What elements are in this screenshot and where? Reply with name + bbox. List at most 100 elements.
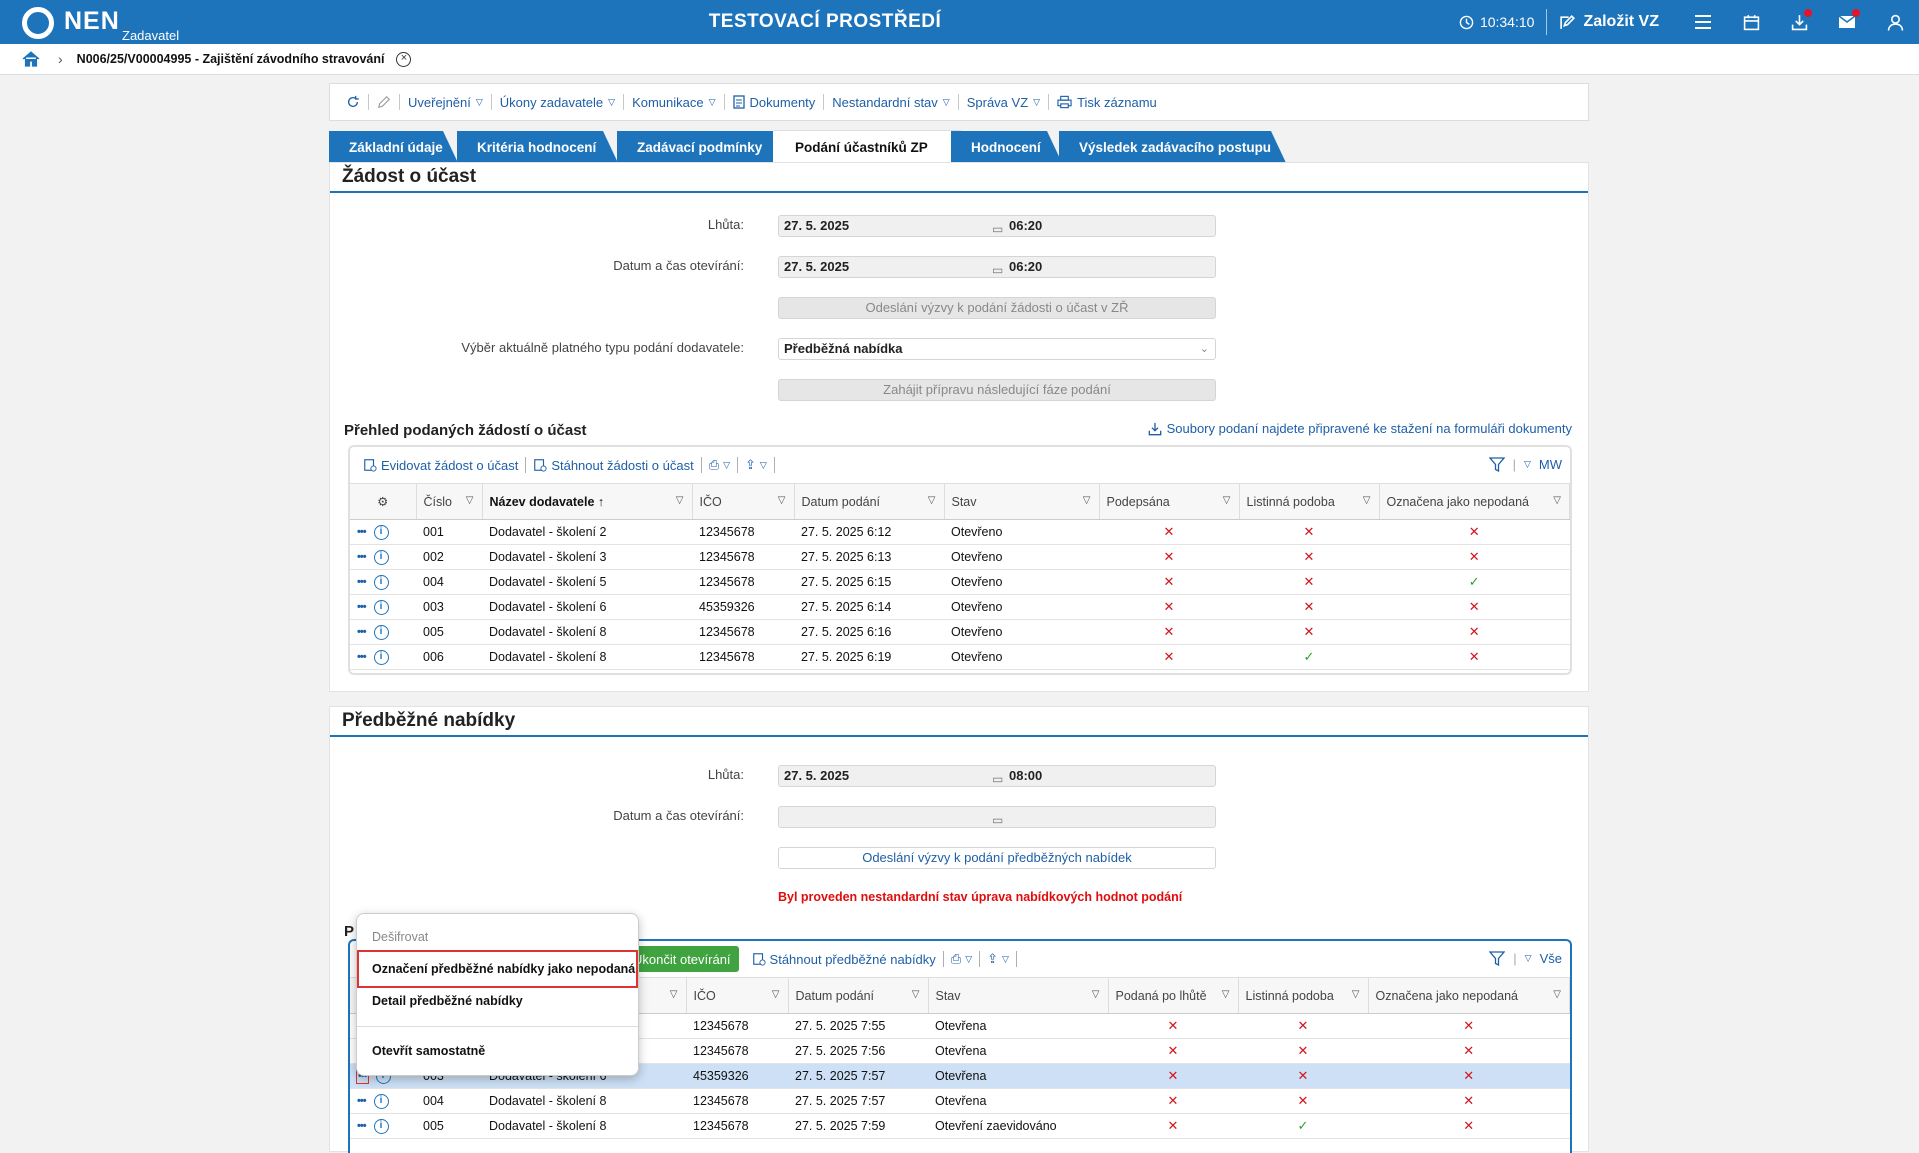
calendar-icon[interactable]: ▭ [992, 772, 1004, 786]
evidovat-button[interactable]: Evidovat žádost o účast [356, 457, 527, 473]
tab-hodnoceni[interactable]: Hodnocení [951, 131, 1063, 165]
user-button[interactable] [1871, 0, 1919, 44]
column-header[interactable]: Stav ▽ [928, 977, 1109, 1014]
filter-caret-icon[interactable]: ▽ [465, 495, 474, 506]
lhuta-field[interactable]: 27. 5. 2025 ▭ 06:20 [778, 215, 1216, 237]
calendar-icon[interactable]: ▭ [992, 813, 1004, 827]
filter-caret-icon[interactable]: ▽ [1091, 989, 1100, 1000]
print-dropdown[interactable]: ⎙ ▽ [944, 951, 981, 967]
more-actions-icon[interactable]: ••• [357, 551, 367, 564]
otevirani-field[interactable]: 27. 5. 2025 ▭ 06:20 [778, 256, 1216, 278]
column-header[interactable]: Označena jako nepodaná ▽ [1368, 977, 1570, 1014]
more-actions-icon[interactable]: ••• [357, 601, 367, 614]
more-actions-icon[interactable]: ••• [357, 1120, 367, 1133]
column-header[interactable]: Podepsána ▽ [1099, 483, 1240, 520]
column-header[interactable]: Označena jako nepodaná ▽ [1379, 483, 1570, 520]
menu-nestandardni-stav[interactable]: Nestandardní stav ▽ [824, 94, 959, 110]
menu-dokumenty[interactable]: Dokumenty [725, 94, 825, 110]
soubory-link[interactable]: Soubory podaní najdete připravené ke sta… [1148, 421, 1572, 436]
info-icon[interactable]: i [373, 549, 389, 565]
table-row[interactable]: ••• i 004 Dodavatel - školení 5 12345678 27. … [350, 569, 1570, 595]
menu-komunikace[interactable]: Komunikace ▽ [624, 94, 725, 110]
column-header[interactable]: Datum podání ▽ [788, 977, 929, 1014]
export-dropdown[interactable]: ⇪ ▽ [738, 457, 775, 473]
filter-caret-icon[interactable]: ▽ [1222, 495, 1231, 506]
export-dropdown[interactable]: ⇪ ▽ [980, 951, 1017, 967]
create-vz-button[interactable]: Založit VZ [1547, 13, 1679, 31]
tab-kriteria-hodnoceni[interactable]: Kritéria hodnocení [457, 131, 619, 165]
filter-caret-icon[interactable]: ▽ [911, 989, 920, 1000]
table-row[interactable]: ••• i 005 Dodavatel - školení 8 12345678 27. … [350, 1113, 1570, 1139]
info-icon[interactable]: i [373, 1118, 389, 1134]
more-actions-icon[interactable]: ••• [357, 576, 367, 589]
menu-sprava-vz[interactable]: Správa VZ ▽ [959, 94, 1050, 110]
column-header[interactable]: Datum podání ▽ [794, 483, 945, 520]
odeslani-vyzvy-button[interactable]: Odeslání výzvy k podání žádosti o účast … [778, 297, 1216, 319]
stahnout-button[interactable]: Stáhnout žádosti o účast [526, 457, 702, 473]
otevirani-field[interactable]: ▭ [778, 806, 1216, 828]
print-dropdown[interactable]: ⎙ ▽ [702, 457, 739, 473]
typ-podani-select[interactable]: Předběžná nabídka ⌄ [778, 338, 1216, 360]
table-row[interactable]: ••• i 001 Dodavatel - školení 2 12345678 27. … [350, 519, 1570, 545]
tab-zadavaci-podminky[interactable]: Zadávací podmínky [617, 131, 803, 165]
menu-uverejneni[interactable]: Uveřejnění ▽ [400, 94, 492, 110]
info-icon[interactable]: i [373, 624, 389, 640]
more-actions-icon[interactable]: ••• [357, 626, 367, 639]
more-actions-icon[interactable]: ••• [357, 526, 367, 539]
filter-caret-icon[interactable]: ▽ [1362, 495, 1371, 506]
breadcrumb-title[interactable]: N006/25/V00004995 - Zajištění závodního … [76, 52, 385, 66]
column-header[interactable]: Listinná podoba ▽ [1239, 483, 1380, 520]
filter-caret-icon[interactable]: ▽ [1082, 495, 1091, 506]
menu-button[interactable] [1679, 0, 1727, 44]
tab-vysledek[interactable]: Výsledek zadávacího postupu [1059, 131, 1287, 165]
filter-caret-icon[interactable]: ▽ [669, 989, 678, 1000]
table-row[interactable]: ••• i 005 Dodavatel - školení 8 12345678 27. … [350, 619, 1570, 645]
filter-icon[interactable] [1489, 951, 1506, 966]
info-icon[interactable]: i [373, 599, 389, 615]
filter-caret-icon[interactable]: ▽ [771, 989, 780, 1000]
filter-caret-icon[interactable]: ▽ [1221, 989, 1230, 1000]
stahnout-predbezne-button[interactable]: Stáhnout předběžné nabídky [745, 951, 944, 967]
ukoncit-otevirani-button[interactable]: Ukončit otevírání [625, 946, 739, 972]
filter-icon[interactable] [1488, 457, 1505, 472]
messages-button[interactable] [1823, 0, 1871, 44]
column-header[interactable]: Podaná po lhůtě ▽ [1108, 977, 1239, 1014]
menu-item-oznaceni-nepodana[interactable]: Označení předběžné nabídky jako nepodaná [357, 950, 638, 988]
table-row[interactable]: ••• i 006 Dodavatel - školení 8 12345678 27. … [350, 644, 1570, 670]
download-button[interactable] [1775, 0, 1823, 44]
view-vse[interactable]: Vše [1539, 951, 1562, 966]
filter-caret-icon[interactable]: ▽ [1553, 495, 1561, 506]
info-icon[interactable]: i [373, 649, 389, 665]
info-icon[interactable]: i [373, 524, 389, 540]
home-button[interactable] [22, 51, 40, 67]
info-icon[interactable]: i [373, 574, 389, 590]
menu-ukony-zadavatele[interactable]: Úkony zadavatele ▽ [492, 94, 625, 110]
close-icon[interactable]: × [396, 51, 412, 67]
column-header[interactable]: IČO ▽ [692, 483, 795, 520]
table-row[interactable]: ••• i 004 Dodavatel - školení 8 12345678 27. … [350, 1088, 1570, 1114]
menu-tisk-zaznamu[interactable]: Tisk záznamu [1049, 94, 1165, 110]
info-icon[interactable]: i [373, 1093, 389, 1109]
lhuta-field[interactable]: 27. 5. 2025 ▭ 08:00 [778, 765, 1216, 787]
filter-caret-icon[interactable]: ▽ [777, 495, 786, 506]
zahajit-pripravu-button[interactable]: Zahájit přípravu následující fáze podání [778, 379, 1216, 401]
menu-item-desifrovat[interactable]: Dešifrovat [372, 930, 429, 944]
menu-item-otevrit-samostatne[interactable]: Otevřít samostatně [372, 1044, 486, 1058]
refresh-button[interactable] [338, 94, 369, 110]
column-header[interactable]: Listinná podoba ▽ [1238, 977, 1369, 1014]
menu-item-detail[interactable]: Detail předběžné nabídky [372, 994, 523, 1008]
tab-zakladni-udaje[interactable]: Základní údaje [329, 131, 459, 165]
more-actions-icon[interactable]: ••• [357, 1095, 367, 1108]
calendar-icon[interactable]: ▭ [992, 263, 1004, 277]
column-header[interactable]: IČO ▽ [686, 977, 789, 1014]
table-row[interactable]: ••• i 002 Dodavatel - školení 3 12345678 27. … [350, 544, 1570, 570]
more-actions-icon[interactable]: ••• [357, 651, 367, 664]
column-header[interactable]: Stav ▽ [944, 483, 1100, 520]
caret-down-icon[interactable]: ▽ [1523, 459, 1531, 469]
caret-down-icon[interactable]: ▽ [1524, 953, 1532, 963]
column-header[interactable]: Číslo ▽ [416, 483, 483, 520]
column-settings-icon[interactable]: ⚙ [350, 483, 417, 520]
